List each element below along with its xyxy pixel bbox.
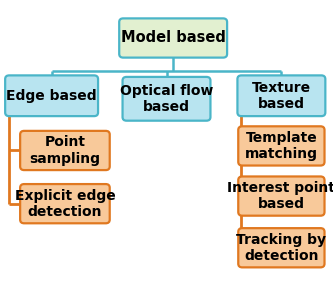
FancyBboxPatch shape [123,77,210,121]
Text: Point
sampling: Point sampling [29,135,101,166]
FancyBboxPatch shape [119,18,227,58]
Text: Explicit edge
detection: Explicit edge detection [15,188,115,219]
Text: Interest point
based: Interest point based [227,181,333,211]
FancyBboxPatch shape [238,228,324,268]
Text: Tracking by
detection: Tracking by detection [236,233,326,263]
Text: Model based: Model based [121,30,225,46]
FancyBboxPatch shape [5,75,98,116]
FancyBboxPatch shape [20,131,110,170]
FancyBboxPatch shape [238,176,324,216]
Text: Optical flow
based: Optical flow based [120,84,213,114]
Text: Texture
based: Texture based [252,81,311,111]
FancyBboxPatch shape [237,75,325,116]
Text: Edge based: Edge based [6,89,97,103]
FancyBboxPatch shape [238,126,324,165]
FancyBboxPatch shape [20,184,110,223]
Text: Template
matching: Template matching [245,131,318,161]
